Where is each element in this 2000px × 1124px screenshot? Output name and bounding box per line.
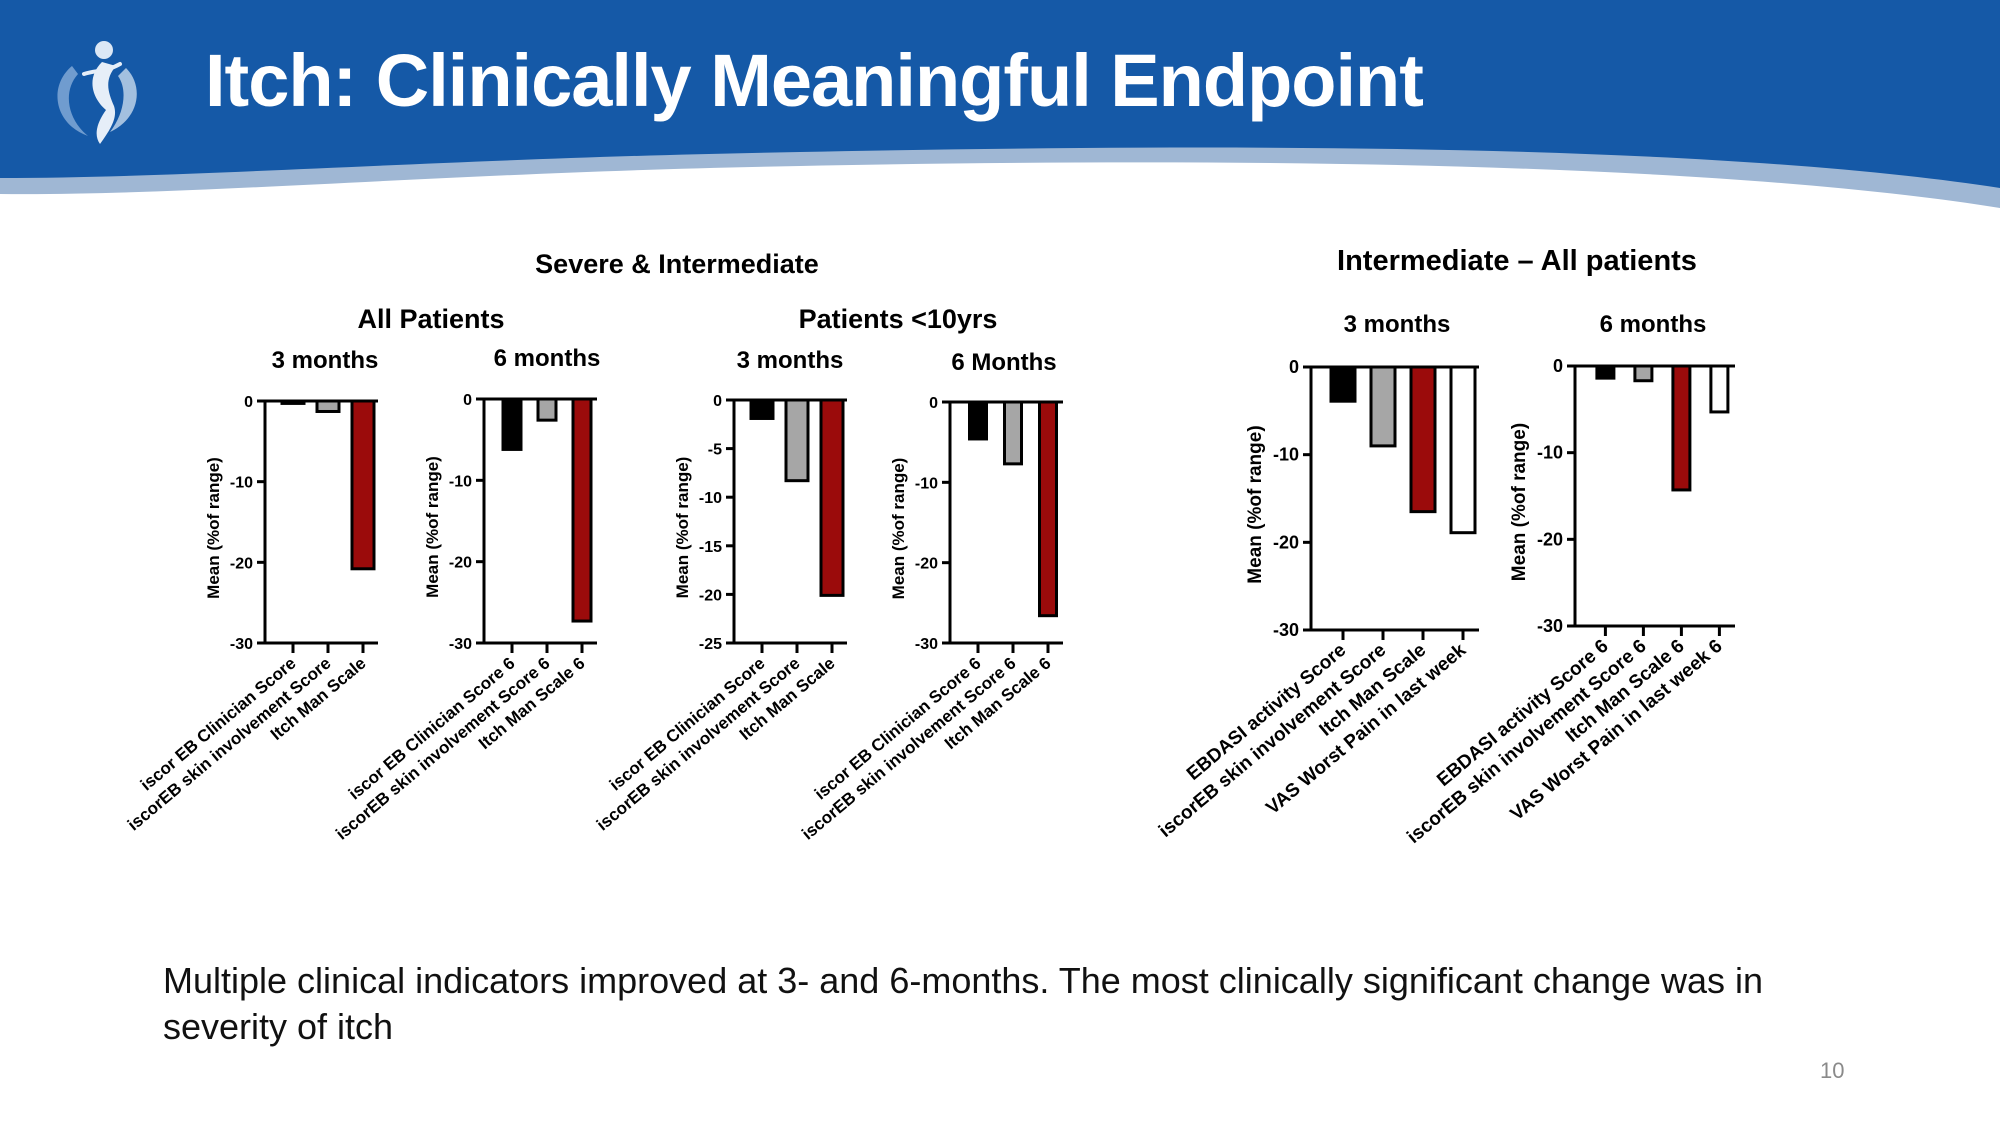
bar-black <box>749 398 775 420</box>
group-heading-severe-intermediate: Severe & Intermediate <box>535 249 819 279</box>
chart-title: 6 months <box>1600 311 1707 338</box>
y-tick-label: -20 <box>449 555 472 572</box>
bar-red <box>1038 400 1058 618</box>
bar-black <box>968 400 988 441</box>
subheading-patients-under-10: Patients <10yrs <box>799 304 998 334</box>
y-tick-label: -15 <box>699 539 722 556</box>
y-tick-label: -20 <box>230 555 253 572</box>
bar-white <box>1449 365 1477 535</box>
y-tick-label: -30 <box>915 636 938 653</box>
page-number: 10 <box>1820 1058 1845 1083</box>
group-heading-intermediate-all: Intermediate – All patients <box>1337 245 1697 277</box>
y-tick-label: -20 <box>699 587 722 604</box>
y-tick-label: -30 <box>1537 616 1563 636</box>
y-tick-label: -10 <box>1273 445 1299 465</box>
y-tick-label: 0 <box>1289 357 1299 377</box>
bar-white <box>1709 364 1730 414</box>
bar-gray <box>1369 365 1397 448</box>
chart-title: 3 months <box>272 347 379 374</box>
bar-red <box>1409 365 1437 514</box>
y-axis-label: Mean (%of range) <box>1245 425 1266 583</box>
bar-red <box>350 399 376 571</box>
slide-caption: Multiple clinical indicators improved at… <box>163 960 1764 1047</box>
bar-red <box>819 398 845 597</box>
category-label: iscorEB skin involvement Score 6 <box>798 654 1019 844</box>
y-axis-label: Mean (%of range) <box>204 457 223 599</box>
y-axis-label: Mean (%of range) <box>673 457 692 599</box>
banner-background <box>0 0 2000 188</box>
bar-gray <box>315 399 341 413</box>
category-label: iscorEB skin involvement Score <box>124 654 335 835</box>
chart-panel-3: 3 months 0 -5 -10 -15 -20 -25 Mean (%of range) i… <box>593 347 847 834</box>
y-tick-label: 0 <box>244 394 253 411</box>
bar-black <box>501 397 523 451</box>
y-tick-label: -10 <box>699 490 722 507</box>
chart-title: 3 months <box>1344 311 1451 338</box>
y-tick-label: -20 <box>1273 532 1299 552</box>
subheading-all-patients: All Patients <box>357 304 504 334</box>
y-axis-label: Mean (%of range) <box>1509 423 1530 581</box>
y-tick-label: -20 <box>915 556 938 573</box>
y-tick-label: -10 <box>449 473 472 490</box>
bar-red <box>1671 364 1692 492</box>
y-tick-label: 0 <box>929 395 938 412</box>
slide-title: Itch: Clinically Meaningful Endpoint <box>205 39 1424 122</box>
chart-title: 3 months <box>737 347 844 374</box>
y-tick-label: -10 <box>230 475 253 492</box>
category-label: iscorEB skin involvement Score 6 <box>332 654 553 844</box>
y-tick-label: -20 <box>1537 529 1563 549</box>
y-axis-label: Mean (%of range) <box>423 456 442 598</box>
y-tick-label: -30 <box>230 636 253 653</box>
bar-black <box>280 399 306 405</box>
title-banner <box>0 0 2000 208</box>
y-tick-label: -10 <box>1537 443 1563 463</box>
chart-title: 6 months <box>494 345 601 372</box>
y-axis-label: Mean (%of range) <box>889 458 908 600</box>
y-tick-label: -30 <box>449 636 472 653</box>
chart-title: 6 Months <box>951 349 1056 376</box>
bar-gray <box>1003 400 1023 466</box>
category-label: iscorEB skin involvement Score <box>593 654 804 835</box>
y-tick-label: 0 <box>1553 356 1563 376</box>
bar-gray <box>784 398 810 483</box>
bar-black <box>1329 365 1357 403</box>
bar-black <box>1595 364 1616 380</box>
y-tick-label: 0 <box>713 393 722 410</box>
y-tick-label: -25 <box>699 636 722 653</box>
y-tick-label: -30 <box>1273 620 1299 640</box>
y-tick-label: -10 <box>915 475 938 492</box>
bar-gray <box>536 397 558 422</box>
bar-red <box>571 397 593 623</box>
y-tick-label: 0 <box>463 392 472 409</box>
figure-swirl-logo-icon <box>57 41 137 144</box>
bar-gray <box>1633 364 1654 383</box>
y-tick-label: -5 <box>708 442 722 459</box>
